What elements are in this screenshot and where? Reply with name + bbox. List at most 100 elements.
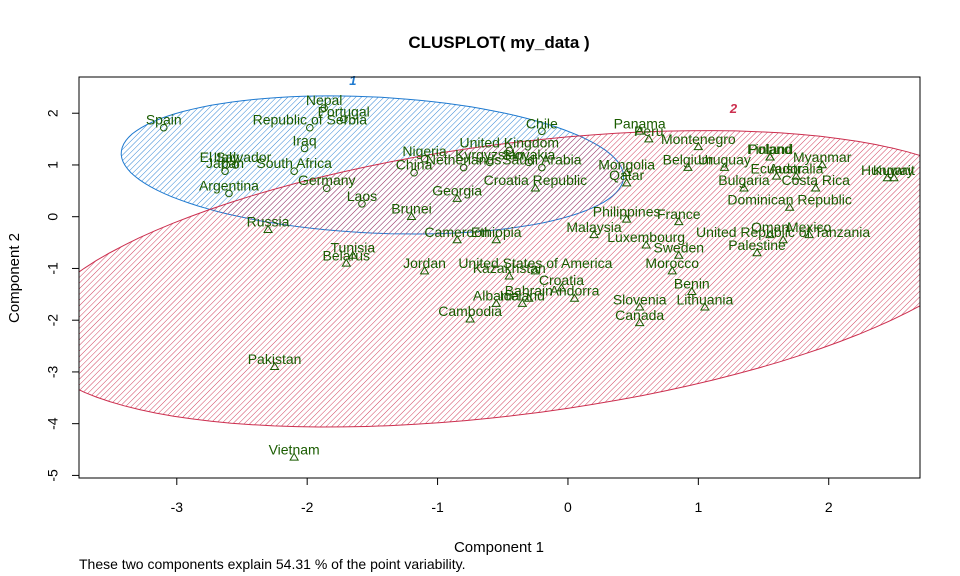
y-tick-label: -5 — [45, 469, 61, 482]
point-label: Jordan — [403, 255, 446, 271]
x-tick-label: 0 — [564, 499, 572, 515]
point-label: Lithuania — [676, 291, 733, 307]
point-label: Netherlands — [426, 152, 502, 168]
point-marker — [739, 183, 749, 192]
point-marker — [810, 183, 821, 192]
point-marker — [673, 216, 684, 226]
x-tick-label: 2 — [825, 499, 833, 515]
point-marker — [538, 163, 546, 172]
point-marker — [504, 271, 515, 280]
point-label: Cambodia — [438, 303, 502, 319]
point-label: South Africa — [256, 155, 332, 171]
point-label: Saudi Arabia — [502, 152, 582, 168]
point-label: China — [396, 157, 433, 173]
point-marker — [420, 154, 429, 163]
x-tick-label: 1 — [694, 499, 702, 515]
point-label: Canada — [615, 307, 664, 323]
point-label: Palestine — [728, 237, 786, 253]
point-label: Nigeria — [402, 143, 447, 159]
point-marker — [491, 235, 502, 244]
point-label: Croatia Republic — [484, 172, 588, 188]
point-marker — [634, 317, 645, 327]
point-marker — [634, 302, 645, 311]
point-marker — [406, 211, 417, 221]
point-marker — [538, 127, 546, 136]
point-label: Spain — [146, 112, 182, 128]
point-label: United Republic of Tanzania — [696, 224, 870, 240]
point-label: Albania — [473, 288, 520, 304]
point-marker — [221, 167, 229, 175]
point-marker — [771, 171, 782, 180]
x-tick-label: -2 — [301, 499, 314, 515]
point-label: Myanmar — [793, 149, 852, 165]
point-marker — [765, 152, 775, 161]
point-marker — [621, 167, 632, 177]
point-label: El Salvador — [200, 149, 272, 165]
point-label: Iceland — [500, 288, 545, 304]
y-tick-label: -2 — [45, 314, 61, 327]
point-label: Sweden — [653, 240, 704, 256]
y-tick-label: 1 — [45, 161, 61, 169]
point-label: Kyrgyzstan — [455, 146, 524, 162]
point-marker — [491, 298, 502, 307]
cluster-ellipses — [79, 95, 920, 428]
point-label: Dominican Republic — [727, 191, 852, 207]
point-marker — [791, 171, 802, 180]
point-label: Hungary — [861, 162, 914, 178]
point-label: Benin — [674, 276, 710, 292]
y-axis-label: Component 2 — [6, 233, 23, 323]
point-marker — [300, 144, 309, 153]
x-axis: -3 -2 -1 0 1 2 — [171, 477, 833, 515]
point-marker — [804, 229, 815, 239]
point-label: Slovenia — [613, 291, 667, 307]
chart-title: CLUSPLOT( my_data ) — [408, 33, 589, 52]
point-marker — [485, 158, 494, 167]
point-marker — [719, 162, 730, 171]
point-marker — [289, 452, 300, 461]
point-label: Belgium — [663, 152, 714, 168]
point-marker — [347, 250, 358, 259]
y-tick-label: 2 — [45, 109, 61, 117]
point-marker — [231, 161, 240, 169]
point-marker — [410, 168, 418, 177]
point-label: Chile — [526, 115, 558, 131]
cluster-2-label: 2 — [729, 101, 738, 116]
point-marker — [358, 199, 366, 208]
point-marker — [459, 163, 468, 172]
point-marker — [699, 302, 710, 311]
point-label: Poland — [748, 141, 792, 157]
point-label: Cameroon — [424, 224, 489, 240]
point-marker — [523, 293, 534, 302]
point-marker — [269, 361, 280, 371]
point-label: Malaysia — [566, 219, 621, 235]
point-label: Qatar — [609, 167, 644, 183]
point-label: Germany — [298, 172, 356, 188]
point-marker — [159, 123, 168, 132]
point-marker — [225, 189, 233, 198]
point-marker — [621, 178, 632, 187]
y-tick-label: -3 — [45, 365, 61, 378]
point-label: Bulgaria — [718, 172, 770, 188]
point-marker — [341, 258, 352, 267]
point-marker — [589, 229, 599, 239]
point-marker — [889, 172, 899, 182]
point-marker — [621, 214, 632, 223]
point-label: Mongolia — [598, 157, 655, 173]
point-label: Peru — [634, 123, 664, 139]
point-label: Bahrain — [505, 282, 553, 298]
point-label: Ecuador — [750, 160, 802, 176]
point-label: Costa Rica — [781, 172, 850, 188]
point-marker — [263, 224, 273, 233]
point-label: Panama — [614, 115, 666, 131]
point-marker — [530, 266, 541, 275]
point-marker — [465, 314, 476, 323]
point-marker — [530, 183, 541, 192]
point-label: Argentina — [199, 177, 259, 193]
point-marker — [817, 159, 828, 169]
point-label: United Kingdom — [459, 134, 559, 150]
point-label: Croatia — [539, 272, 584, 288]
point-label: Oman — [751, 219, 789, 235]
x-axis-label: Component 1 — [454, 539, 544, 556]
point-label: Luxembourg — [607, 229, 685, 245]
